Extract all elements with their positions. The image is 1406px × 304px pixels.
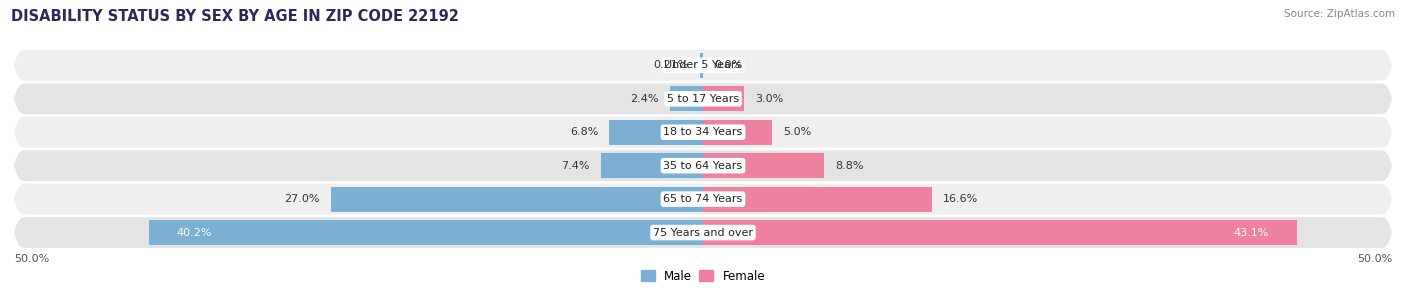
Bar [600, 153, 703, 178]
Text: 65 to 74 Years: 65 to 74 Years [664, 194, 742, 204]
Legend: Male, Female: Male, Female [636, 265, 770, 288]
FancyBboxPatch shape [14, 50, 1392, 81]
Text: 43.1%: 43.1% [1234, 228, 1270, 237]
Text: 50.0%: 50.0% [14, 254, 49, 264]
Text: 18 to 34 Years: 18 to 34 Years [664, 127, 742, 137]
FancyBboxPatch shape [14, 117, 1392, 148]
FancyBboxPatch shape [14, 150, 1392, 181]
Bar [700, 53, 703, 78]
Bar [703, 120, 772, 145]
Text: 0.0%: 0.0% [714, 60, 742, 70]
Text: 16.6%: 16.6% [943, 194, 979, 204]
Bar [703, 220, 1296, 245]
Text: 5.0%: 5.0% [783, 127, 811, 137]
Bar [149, 220, 703, 245]
Text: 3.0%: 3.0% [755, 94, 783, 104]
Bar [330, 187, 703, 212]
Bar [703, 187, 932, 212]
Text: 35 to 64 Years: 35 to 64 Years [664, 161, 742, 171]
Bar [703, 86, 744, 111]
Bar [669, 86, 703, 111]
Text: 5 to 17 Years: 5 to 17 Years [666, 94, 740, 104]
Text: Under 5 Years: Under 5 Years [665, 60, 741, 70]
Bar [703, 153, 824, 178]
FancyBboxPatch shape [14, 184, 1392, 215]
FancyBboxPatch shape [14, 217, 1392, 248]
Text: 40.2%: 40.2% [177, 228, 212, 237]
Text: 8.8%: 8.8% [835, 161, 863, 171]
Text: 27.0%: 27.0% [284, 194, 321, 204]
Text: 0.21%: 0.21% [654, 60, 689, 70]
Bar [609, 120, 703, 145]
Text: DISABILITY STATUS BY SEX BY AGE IN ZIP CODE 22192: DISABILITY STATUS BY SEX BY AGE IN ZIP C… [11, 9, 460, 24]
Text: 6.8%: 6.8% [569, 127, 599, 137]
FancyBboxPatch shape [14, 83, 1392, 114]
Text: Source: ZipAtlas.com: Source: ZipAtlas.com [1284, 9, 1395, 19]
Text: 7.4%: 7.4% [561, 161, 591, 171]
Text: 2.4%: 2.4% [630, 94, 659, 104]
Text: 50.0%: 50.0% [1357, 254, 1392, 264]
Text: 75 Years and over: 75 Years and over [652, 228, 754, 237]
